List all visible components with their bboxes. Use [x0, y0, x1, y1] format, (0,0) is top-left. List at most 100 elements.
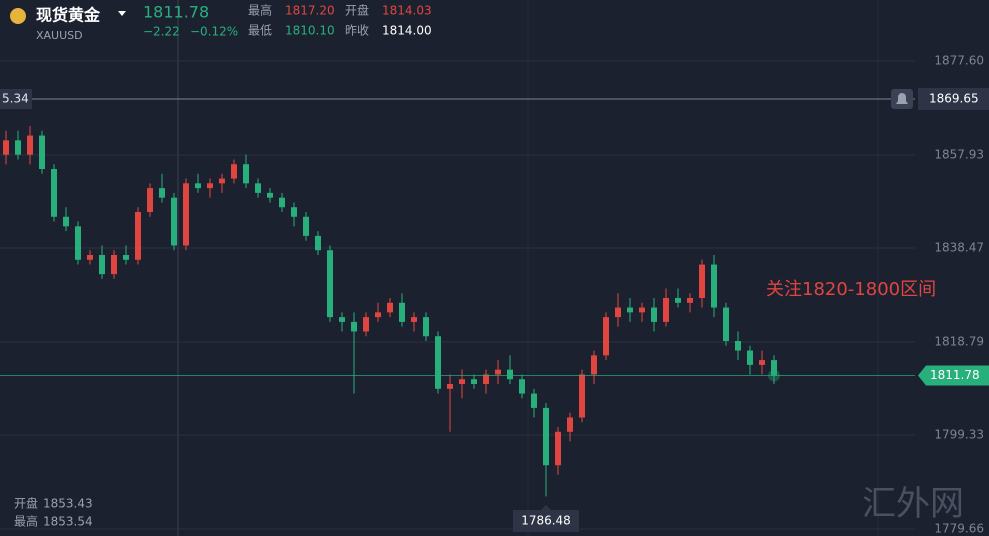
candle-body [375, 312, 381, 318]
candle-body [135, 212, 141, 260]
candle-body [483, 374, 489, 385]
candle-body [747, 350, 753, 365]
candle-body [711, 264, 717, 308]
candle-body [3, 140, 9, 155]
candle-body [39, 135, 45, 169]
candle-body [435, 336, 441, 389]
candle-body [579, 374, 585, 418]
candle-body [207, 183, 213, 189]
label: 昨收 [345, 24, 369, 38]
candle-body [243, 164, 249, 184]
y-tick-label: 1779.66 [934, 521, 984, 535]
candle-body [363, 317, 369, 332]
candle-body [735, 341, 741, 351]
y-tick-label: 1838.47 [934, 240, 984, 254]
candle-body [663, 298, 669, 322]
high: 1817.20 [285, 4, 335, 18]
candle-body [423, 317, 429, 337]
change: −2.22 [143, 25, 180, 39]
bell-icon [896, 93, 908, 105]
candle-body [447, 384, 453, 389]
candle-body [399, 302, 405, 322]
candle-body [639, 307, 645, 313]
candle-body [51, 168, 57, 217]
candle-body [567, 417, 573, 432]
candle-body [699, 264, 705, 299]
label: 最高 [248, 3, 272, 18]
overlay: 5.34 1869.65 1811.78 1786.48 [0, 88, 989, 532]
alert-label: 1869.65 [929, 92, 979, 106]
candle-body [303, 216, 309, 236]
y-tick-label: 1799.33 [934, 427, 984, 441]
candle-body [519, 379, 525, 394]
candle-body [279, 197, 285, 208]
symbol: XAUUSD [36, 29, 83, 42]
y-tick-label: 1857.93 [934, 147, 984, 161]
candle-body [111, 255, 117, 275]
candle-body [531, 393, 537, 408]
last-price-label: 1811.78 [930, 368, 980, 382]
candle-body [195, 183, 201, 189]
candle-body [63, 216, 69, 227]
annotation: 关注1820-1800区间 [766, 279, 936, 300]
low: 1810.10 [285, 24, 335, 38]
candle-body [339, 317, 345, 322]
dropdown-arrow[interactable] [118, 11, 126, 16]
label: 开盘 [14, 496, 38, 511]
instrument-name[interactable]: 现货黄金 [36, 6, 101, 25]
y-tick-label: 1818.79 [934, 335, 984, 349]
candle-body [159, 188, 165, 198]
candle-body [675, 298, 681, 303]
grid: 1877.60 1857.93 1838.47 1818.79 1799.33 1779.… [0, 54, 984, 535]
candle-body [351, 321, 357, 332]
candle-body [123, 255, 129, 260]
candle-body [147, 188, 153, 213]
candle-body [171, 197, 177, 246]
low-marker-label: 1786.48 [521, 514, 571, 528]
candle-body [495, 369, 501, 375]
crosshair-label: 5.34 [2, 92, 29, 106]
candle-body [255, 183, 261, 193]
candle-body [99, 255, 105, 275]
candle-body [219, 178, 225, 184]
last-price-tag [918, 365, 989, 386]
low-marker-pointer [541, 505, 551, 510]
last-point-glow [768, 369, 780, 382]
candle-body [75, 226, 81, 260]
candle-body [771, 360, 777, 376]
y-tick-label: 1877.60 [934, 54, 984, 68]
change-pct: −0.12% [190, 25, 238, 39]
price: 1811.78 [143, 3, 209, 22]
watermark: 汇外网 [862, 484, 964, 524]
candle-body [759, 360, 765, 365]
candle-body [15, 140, 21, 155]
candle-body [327, 250, 333, 318]
footer-open: 1853.43 [43, 497, 93, 511]
candle-body [411, 317, 417, 322]
candles [3, 125, 777, 497]
candle-body [267, 192, 273, 198]
candle-body [543, 407, 549, 466]
candle-body [471, 379, 477, 385]
prev-close: 1814.00 [382, 24, 432, 38]
candle-body [291, 207, 297, 217]
candle-body [555, 431, 561, 466]
candle-body [603, 317, 609, 356]
low-marker-bg [513, 510, 579, 532]
label: 开盘 [345, 3, 369, 18]
footer-high: 1853.54 [43, 515, 93, 529]
candle-body [651, 307, 657, 322]
candle-body [387, 302, 393, 313]
candle-body [615, 307, 621, 318]
candle-body [687, 298, 693, 303]
crosshair-label-bg [0, 89, 32, 110]
candle-body [27, 135, 33, 155]
label: 最高 [14, 514, 38, 529]
candle-body [315, 235, 321, 251]
candle-body [507, 369, 513, 380]
candle-body [627, 307, 633, 313]
candle-body [723, 307, 729, 342]
candle-body [231, 164, 237, 179]
label: 最低 [248, 24, 272, 38]
